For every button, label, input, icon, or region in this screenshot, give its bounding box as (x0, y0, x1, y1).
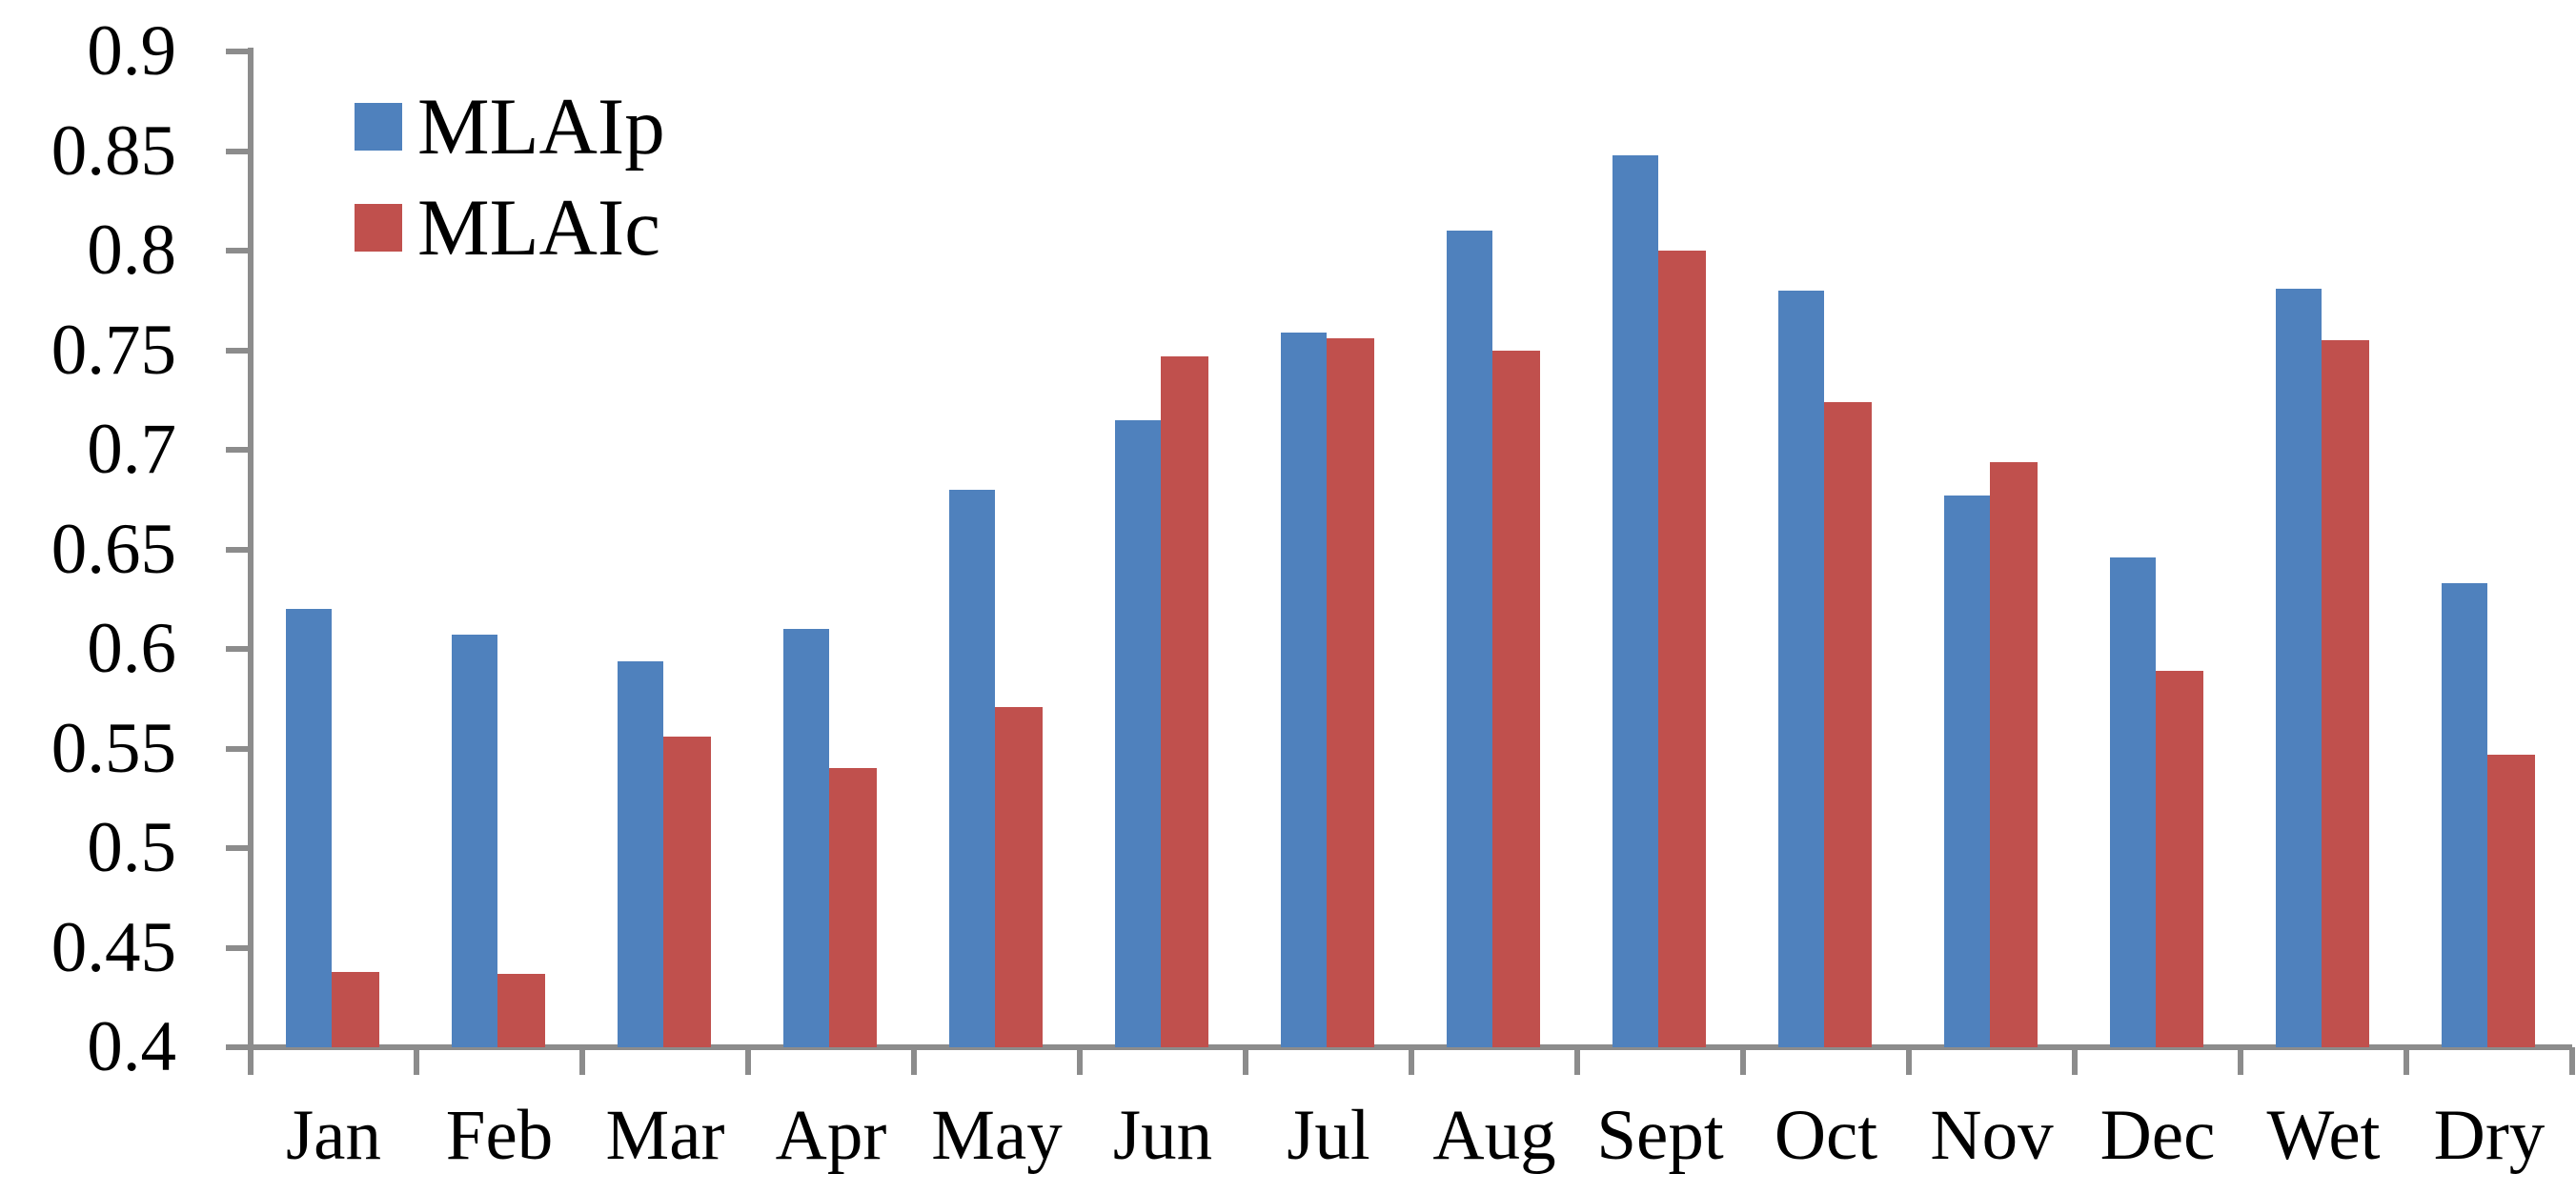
x-category-label: Feb (445, 1096, 554, 1175)
y-axis-tick-label: 0.55 (51, 708, 176, 788)
x-category-label: Aug (1432, 1096, 1556, 1175)
x-axis-tick (1077, 1047, 1083, 1075)
y-axis-tick-label: 0.85 (51, 111, 176, 191)
bar-mlaip-jul (1281, 332, 1327, 1047)
x-category-label: Sept (1596, 1096, 1724, 1175)
x-axis-tick (2072, 1047, 2078, 1075)
x-category-label: Dec (2099, 1096, 2216, 1175)
legend-swatch-mlaic (355, 204, 402, 252)
x-axis-tick (248, 1047, 254, 1075)
y-axis-tick (226, 546, 251, 553)
y-axis-tick (226, 447, 251, 453)
bar-mlaip-may (949, 489, 995, 1047)
y-axis-tick (226, 944, 251, 951)
y-axis-tick-label: 0.4 (87, 1007, 176, 1086)
y-axis-tick (226, 745, 251, 752)
bar-mlaic-dry (2487, 754, 2535, 1047)
x-category-label: Jan (286, 1096, 381, 1175)
bar-mlaic-may (995, 706, 1043, 1047)
y-axis-tick (226, 148, 251, 154)
x-category-label: Jun (1112, 1096, 1213, 1175)
bar-mlaip-mar (618, 660, 663, 1047)
legend-swatch-mlaip (355, 103, 402, 151)
y-axis-tick-label: 0.6 (87, 609, 176, 688)
bar-mlaic-aug (1492, 350, 1540, 1047)
y-axis-line (248, 48, 254, 1075)
x-axis-tick (2238, 1047, 2243, 1075)
y-axis-tick (226, 49, 251, 54)
bar-mlaip-jan (286, 609, 332, 1047)
x-category-label: Mar (605, 1096, 725, 1175)
bar-mlaip-dry (2442, 583, 2487, 1047)
y-axis-tick-label: 0.75 (51, 310, 176, 390)
y-axis-tick (226, 845, 251, 851)
bar-mlaic-mar (663, 736, 711, 1047)
bar-mlaic-apr (829, 768, 877, 1047)
bar-mlaip-sept (1613, 154, 1658, 1047)
x-category-label: May (931, 1096, 1063, 1175)
x-category-label: Nov (1930, 1096, 2054, 1175)
bar-mlaic-jul (1327, 337, 1374, 1047)
y-axis-tick (226, 646, 251, 652)
bar-mlaic-jun (1161, 355, 1208, 1047)
y-axis-tick-label: 0.8 (87, 211, 176, 290)
bar-mlaip-apr (783, 629, 829, 1047)
y-axis-tick-label: 0.9 (87, 11, 176, 91)
x-axis-tick (911, 1047, 917, 1075)
legend-item-mlaic: MLAIc (355, 183, 665, 273)
bar-mlaic-feb (497, 973, 545, 1047)
legend-item-mlaip: MLAIp (355, 82, 665, 172)
y-axis-tick-label: 0.65 (51, 509, 176, 589)
y-axis-tick-label: 0.45 (51, 907, 176, 987)
bar-mlaip-wet (2276, 288, 2322, 1047)
x-category-label: Apr (775, 1096, 887, 1175)
x-category-label: Oct (1774, 1096, 1878, 1175)
bar-mlaip-dec (2110, 557, 2156, 1047)
x-axis-line (226, 1044, 2572, 1050)
bar-mlaic-jan (332, 971, 379, 1047)
y-axis-tick-label: 0.7 (87, 410, 176, 489)
legend-label-mlaic: MLAIc (417, 183, 660, 273)
x-axis-tick (1243, 1047, 1248, 1075)
legend-label-mlaip: MLAIp (417, 82, 665, 172)
bar-mlaic-wet (2322, 340, 2369, 1047)
x-axis-tick (414, 1047, 419, 1075)
x-axis-tick (2569, 1047, 2575, 1075)
x-axis-tick (745, 1047, 751, 1075)
x-axis-tick (1906, 1047, 1912, 1075)
bar-mlaip-nov (1944, 496, 1990, 1047)
bar-mlaic-nov (1990, 461, 2038, 1047)
x-axis-tick (1409, 1047, 1414, 1075)
y-axis-tick-label: 0.5 (87, 808, 176, 887)
y-axis-tick (226, 248, 251, 253)
x-axis-tick (1740, 1047, 1746, 1075)
y-axis-tick (226, 1044, 251, 1050)
y-axis-tick (226, 347, 251, 354)
bar-mlaip-aug (1447, 231, 1492, 1047)
x-axis-tick (579, 1047, 585, 1075)
x-axis-tick (1574, 1047, 1580, 1075)
bar-mlaip-jun (1115, 419, 1161, 1047)
x-axis-tick (2404, 1047, 2409, 1075)
bar-mlaip-feb (452, 635, 497, 1047)
bar-mlaip-oct (1778, 290, 1824, 1047)
x-category-label: Jul (1287, 1096, 1370, 1175)
bar-mlaic-oct (1824, 401, 1872, 1047)
legend: MLAIp MLAIc (355, 82, 665, 305)
x-category-label: Wet (2266, 1096, 2381, 1175)
x-category-label: Dry (2433, 1096, 2546, 1175)
bar-mlaic-dec (2156, 670, 2203, 1047)
bar-mlaic-sept (1658, 251, 1706, 1047)
